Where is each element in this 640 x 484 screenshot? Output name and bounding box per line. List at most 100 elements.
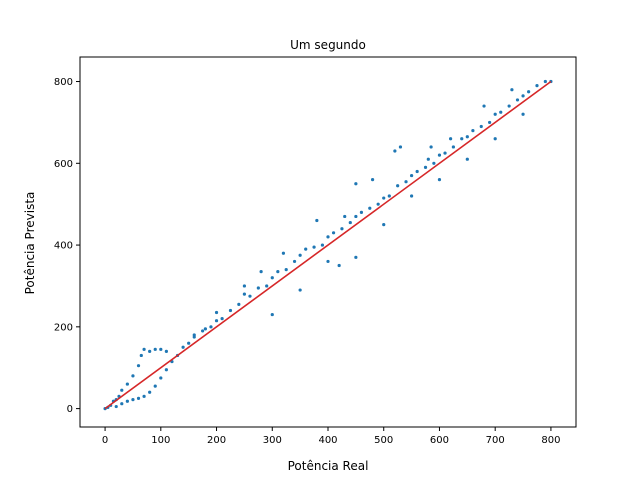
scatter-point <box>256 286 260 290</box>
scatter-point <box>543 79 547 84</box>
y-tick-label: 400 <box>54 241 73 252</box>
scatter-point <box>181 345 185 349</box>
scatter-point <box>270 312 274 317</box>
scatter-point <box>465 157 469 161</box>
scatter-point <box>471 128 475 133</box>
scatter-point <box>398 145 403 149</box>
scatter-point <box>284 267 288 272</box>
scatter-point <box>265 284 269 288</box>
scatter-point <box>125 399 129 403</box>
x-tick-label: 0 <box>102 435 108 446</box>
scatter-point <box>220 317 224 321</box>
y-tick-label: 0 <box>67 404 73 415</box>
scatter-point <box>142 394 146 398</box>
scatter-point <box>493 112 497 116</box>
scatter-point <box>281 251 286 255</box>
scatter-point <box>242 292 247 296</box>
x-tick-label: 400 <box>318 435 337 446</box>
scatter-point <box>409 194 414 198</box>
y-axis-title: Potência Prevista <box>23 192 37 295</box>
x-tick-label: 500 <box>374 435 393 446</box>
scatter-point <box>201 329 205 333</box>
scatter-point <box>370 178 375 182</box>
scatter-point <box>460 137 464 141</box>
scatter-point <box>426 157 430 161</box>
chart-title: Um segundo <box>290 38 366 52</box>
scatter-point <box>354 182 358 186</box>
scatter-point <box>340 227 344 231</box>
scatter-point <box>326 235 330 239</box>
scatter-point <box>449 137 453 141</box>
x-tick-label: 200 <box>207 435 226 446</box>
scatter-point <box>432 161 436 165</box>
scatter-point <box>259 270 263 274</box>
scatter-point <box>209 325 213 329</box>
y-tick-label: 200 <box>54 322 73 333</box>
scatter-point <box>228 308 233 313</box>
plot-area: 0 100 200 300 400 500 600 700 800 0 200 400 600 800 <box>54 56 577 446</box>
scatter-point <box>131 374 135 378</box>
scatter-point <box>125 382 129 386</box>
x-axis-title: Potência Real <box>288 459 369 473</box>
scatter-point <box>276 270 280 274</box>
scatter-point <box>326 259 330 264</box>
scatter-point <box>148 390 152 394</box>
scatter-point <box>164 368 168 372</box>
scatter-point <box>368 206 372 210</box>
scatter-point <box>153 347 157 351</box>
scatter-point <box>359 210 364 214</box>
scatter-point <box>535 84 539 88</box>
scatter-point <box>114 404 118 409</box>
scatter-point <box>192 335 196 339</box>
scatter-point <box>203 327 207 331</box>
scatter-point <box>136 364 141 368</box>
scatter-point <box>120 402 124 406</box>
scatter-point <box>521 94 525 98</box>
scatter-point <box>270 276 274 280</box>
scatter-point <box>187 341 191 345</box>
scatter-point <box>159 347 163 351</box>
scatter-point <box>499 110 503 114</box>
x-tick-label: 800 <box>541 435 560 446</box>
scatter-point <box>479 124 483 129</box>
scatter-point <box>214 310 219 315</box>
scatter-point <box>354 214 358 219</box>
scatter-point <box>415 169 419 174</box>
scatter-point <box>376 202 380 206</box>
scatter-point <box>136 396 141 400</box>
scatter-point <box>292 259 297 264</box>
x-tick-label: 600 <box>430 435 449 446</box>
scatter-point <box>298 288 302 292</box>
scatter-point <box>482 104 486 108</box>
x-tick-label: 100 <box>151 435 170 446</box>
scatter-point <box>315 218 319 223</box>
scatter-point <box>148 349 152 353</box>
scatter-point <box>343 214 347 219</box>
trend-line <box>104 80 552 410</box>
scatter-point <box>507 104 511 108</box>
scatter-point <box>409 173 414 178</box>
scatter-point <box>153 384 157 388</box>
scatter-point <box>142 347 146 351</box>
scatter-point <box>337 263 341 268</box>
scatter-point <box>331 231 336 235</box>
scatter-point <box>320 243 325 247</box>
x-tick-label: 300 <box>263 435 282 446</box>
scatter-point <box>465 135 469 139</box>
scatter-point <box>429 145 433 149</box>
scatter-point <box>214 319 219 323</box>
scatter-point <box>159 376 163 380</box>
scatter-point <box>510 88 514 92</box>
scatter-point <box>404 180 408 184</box>
scatter-point <box>164 349 168 353</box>
scatter-point <box>237 302 241 306</box>
scatter-point <box>348 220 352 225</box>
scatter-point <box>393 149 397 153</box>
scatter-point <box>396 184 400 188</box>
scatter-point <box>312 245 316 249</box>
scatter-point <box>488 120 492 125</box>
scatter-point <box>437 153 442 157</box>
scatter-point <box>120 388 124 392</box>
scatter-point <box>521 112 525 116</box>
